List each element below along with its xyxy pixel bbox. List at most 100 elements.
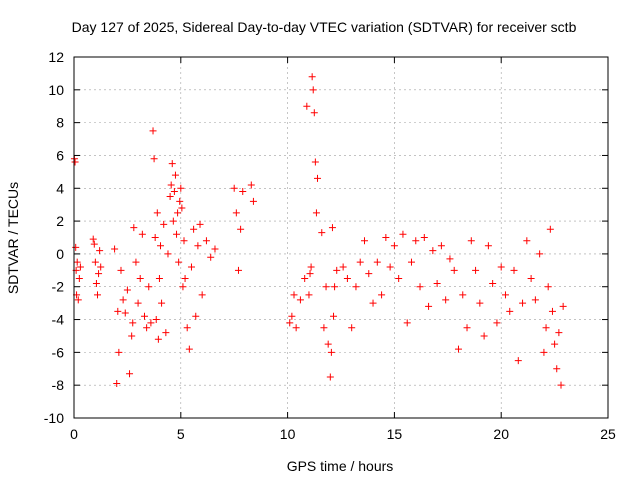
- x-axis-label: GPS time / hours: [287, 458, 394, 474]
- data-point: [190, 225, 198, 233]
- data-point: [180, 237, 188, 245]
- data-point: [442, 296, 450, 304]
- data-point: [459, 291, 467, 299]
- data-point: [429, 247, 437, 255]
- y-axis: -10 -8 -6 -4 -2 0 2 4 6 8 10 12: [44, 49, 608, 426]
- data-point: [92, 279, 100, 287]
- data-point: [95, 270, 103, 278]
- data-point: [96, 247, 104, 255]
- data-point: [407, 258, 415, 266]
- data-point: [339, 263, 347, 271]
- data-point: [308, 73, 316, 81]
- data-point: [230, 184, 238, 192]
- data-point: [382, 234, 390, 241]
- data-point: [91, 258, 99, 266]
- data-point: [326, 373, 334, 381]
- data-point: [501, 291, 509, 299]
- data-point: [71, 158, 79, 166]
- data-point: [330, 312, 338, 320]
- data-point: [76, 263, 84, 271]
- data-point: [247, 181, 255, 189]
- plot-frame: [73, 56, 609, 419]
- data-point: [307, 263, 315, 271]
- data-point: [157, 242, 165, 250]
- data-point: [162, 329, 170, 337]
- data-point: [181, 275, 189, 283]
- data-point: [194, 242, 202, 250]
- data-point: [559, 302, 567, 310]
- data-point: [360, 237, 368, 245]
- y-tick-label: -10: [44, 410, 64, 426]
- data-point: [132, 258, 140, 266]
- data-point: [74, 296, 82, 304]
- data-point: [369, 299, 377, 307]
- data-point: [527, 275, 535, 283]
- data-point: [514, 357, 522, 365]
- data-point: [433, 279, 441, 287]
- data-point: [506, 307, 514, 315]
- data-point: [97, 263, 105, 271]
- data-point: [540, 348, 548, 356]
- data-point: [155, 275, 163, 283]
- data-point: [179, 283, 187, 291]
- data-point: [73, 258, 81, 266]
- data-point: [510, 266, 518, 274]
- x-axis: 0 5 10 15 20 25: [70, 57, 616, 442]
- data-point: [115, 348, 123, 356]
- data-point: [386, 263, 394, 271]
- data-point: [301, 275, 309, 283]
- data-point: [356, 258, 364, 266]
- data-point: [154, 335, 162, 343]
- x-tick-label: 5: [177, 426, 185, 442]
- data-point: [173, 230, 181, 238]
- data-point: [183, 324, 191, 332]
- data-point: [542, 324, 550, 332]
- data-point: [519, 299, 527, 307]
- data-point: [544, 283, 552, 291]
- data-point: [497, 263, 505, 271]
- data-point: [176, 197, 184, 205]
- data-point: [119, 296, 127, 304]
- data-point: [164, 250, 172, 258]
- data-point: [185, 345, 193, 353]
- data-point: [211, 245, 219, 253]
- data-point: [450, 266, 458, 274]
- data-point: [467, 237, 475, 245]
- data-point: [333, 266, 341, 274]
- x-tick-label: 15: [387, 426, 403, 442]
- data-point: [169, 217, 177, 225]
- data-point: [145, 283, 153, 291]
- data-point: [476, 299, 484, 307]
- data-point: [416, 283, 424, 291]
- data-point: [463, 324, 471, 332]
- x-tick-label: 20: [493, 426, 509, 442]
- grid: [74, 57, 608, 418]
- data-point: [232, 209, 240, 217]
- data-point: [312, 209, 320, 217]
- data-point: [192, 312, 200, 320]
- data-point: [318, 229, 326, 237]
- y-tick-label: 0: [56, 246, 64, 262]
- data-point: [390, 242, 398, 250]
- data-point: [90, 240, 98, 248]
- data-point: [126, 370, 134, 378]
- data-point: [322, 283, 330, 291]
- x-tick-label: 10: [280, 426, 296, 442]
- data-point: [365, 270, 373, 278]
- data-point: [446, 255, 454, 263]
- data-point: [306, 270, 314, 278]
- data-point: [207, 253, 215, 261]
- data-point: [493, 319, 501, 327]
- data-point: [399, 230, 407, 238]
- data-point: [117, 266, 125, 274]
- y-tick-label: -6: [52, 344, 65, 360]
- data-point: [425, 302, 433, 310]
- data-point: [166, 192, 174, 200]
- data-point: [286, 319, 294, 327]
- data-point: [437, 242, 445, 250]
- data-point: [373, 258, 381, 266]
- data-point: [72, 243, 80, 251]
- y-tick-label: 2: [56, 213, 64, 229]
- data-point: [314, 174, 322, 182]
- data-point: [174, 209, 182, 217]
